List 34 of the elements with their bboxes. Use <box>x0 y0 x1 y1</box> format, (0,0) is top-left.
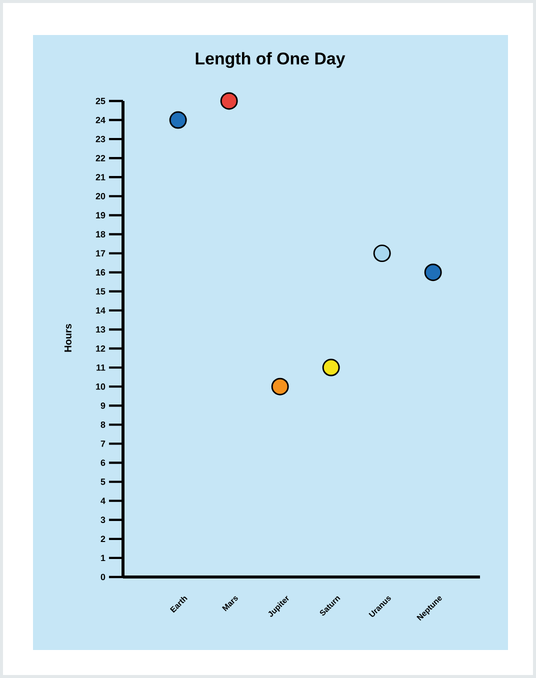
point <box>373 244 391 262</box>
y-tick-label: 6 <box>100 460 106 466</box>
chart-title: Length of One Day <box>196 52 346 68</box>
y-tick-label: 15 <box>96 288 106 295</box>
y-tick-label: 22 <box>96 154 106 162</box>
y-tick-label: 11 <box>96 364 106 371</box>
y-tick-label: 10 <box>96 383 106 390</box>
y-tick-label: 13 <box>96 326 106 333</box>
y-tick-label: 25 <box>96 98 106 104</box>
y-tick-label: 23 <box>96 136 106 142</box>
y-tick-label: 21 <box>96 174 106 180</box>
y-tick-label: 14 <box>96 307 106 314</box>
y-tick-label: 8 <box>100 421 106 428</box>
y-tick-label: 1 <box>101 554 106 562</box>
y-tick-label: 4 <box>100 498 106 504</box>
point <box>169 111 187 129</box>
y-tick-label: 20 <box>96 193 106 200</box>
point <box>220 92 238 110</box>
y-tick-label: 17 <box>96 250 106 256</box>
point <box>271 378 289 396</box>
y-tick-label: 2 <box>100 536 106 542</box>
y-tick-label: 24 <box>96 116 106 124</box>
y-tick-label: 12 <box>96 345 106 352</box>
y-tick-label: 7 <box>100 440 106 447</box>
y-tick-label: 16 <box>96 269 106 276</box>
y-tick-label: 3 <box>100 516 106 524</box>
point <box>322 358 340 376</box>
y-tick-label: 5 <box>100 478 106 485</box>
y-axis-title: Hours <box>64 324 72 352</box>
y-tick-label: 18 <box>96 231 106 238</box>
y-tick-label: 0 <box>100 574 106 580</box>
y-tick-label: 9 <box>100 402 106 409</box>
point <box>424 264 442 282</box>
y-tick-label: 19 <box>96 212 106 218</box>
